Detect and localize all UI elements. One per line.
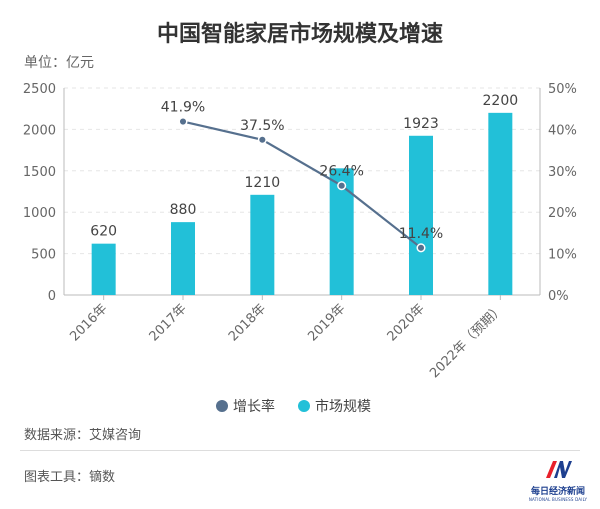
line-data-label: 41.9% <box>161 100 205 116</box>
line-point <box>337 181 347 191</box>
divider <box>20 450 580 451</box>
y-left-tick-label: 1000 <box>23 206 56 221</box>
legend-label: 增长率 <box>233 398 275 415</box>
chart: 0 500 1000 1500 2000 2500 0% 10% 20% 30% 40% 50% 201… <box>23 82 577 415</box>
y-right-tick-label: 30% <box>548 165 577 180</box>
x-tick-label: 2020年 <box>385 301 428 344</box>
bar-data-label: 2200 <box>483 93 519 109</box>
logo-mark-icon <box>546 461 572 478</box>
y-right-tick-label: 10% <box>548 248 577 263</box>
x-tick-label: 2019年 <box>305 301 348 344</box>
logo-subtitle: NATIONAL BUSINESS DAILY <box>528 497 588 502</box>
y-left-tick-label: 500 <box>31 248 56 263</box>
y-right-tick-label: 40% <box>548 123 577 138</box>
chart-tool: 图表工具：镝数 <box>24 470 116 485</box>
bar <box>91 243 116 295</box>
growth-line <box>182 120 422 249</box>
line-point <box>257 135 267 145</box>
y-right-tick-label: 20% <box>548 206 577 221</box>
x-tick-label: 2018年 <box>226 301 269 344</box>
y-left-tick-label: 2000 <box>23 123 56 138</box>
logo: 每日经济新闻 NATIONAL BUSINESS DAILY <box>520 458 596 504</box>
y-left-tick-label: 1500 <box>23 165 56 180</box>
y-left-tick-label: 2500 <box>23 82 56 97</box>
line-data-label: 37.5% <box>240 118 284 134</box>
bar-data-label: 1923 <box>403 116 439 132</box>
bar <box>250 194 275 295</box>
bar <box>488 112 513 295</box>
logo-name: 每日经济新闻 <box>530 487 585 497</box>
bar-data-label: 880 <box>170 202 197 218</box>
y-left-tick-label: 0 <box>48 289 56 304</box>
line-point <box>416 243 426 253</box>
legend-label: 市场规模 <box>315 398 371 415</box>
legend-marker <box>216 400 228 412</box>
legend-marker <box>298 400 310 412</box>
line-point <box>178 116 188 127</box>
x-tick-label: 2016年 <box>67 301 110 344</box>
line-data-label: 26.4% <box>319 164 363 180</box>
bar-data-label: 620 <box>90 224 117 240</box>
x-tick-label: 2022年（预期） <box>427 301 507 381</box>
y-right-tick-label: 0% <box>548 289 569 304</box>
bar <box>171 222 195 295</box>
unit-label: 单位：亿元 <box>24 55 94 71</box>
bar-data-label: 1210 <box>245 175 281 191</box>
bar <box>409 135 433 295</box>
x-tick-label: 2017年 <box>147 301 190 344</box>
chart-title: 中国智能家居市场规模及增速 <box>156 22 443 47</box>
data-source: 数据来源：艾媒咨询 <box>24 428 142 443</box>
line-data-label: 11.4% <box>399 226 443 242</box>
y-right-tick-label: 50% <box>548 82 577 97</box>
